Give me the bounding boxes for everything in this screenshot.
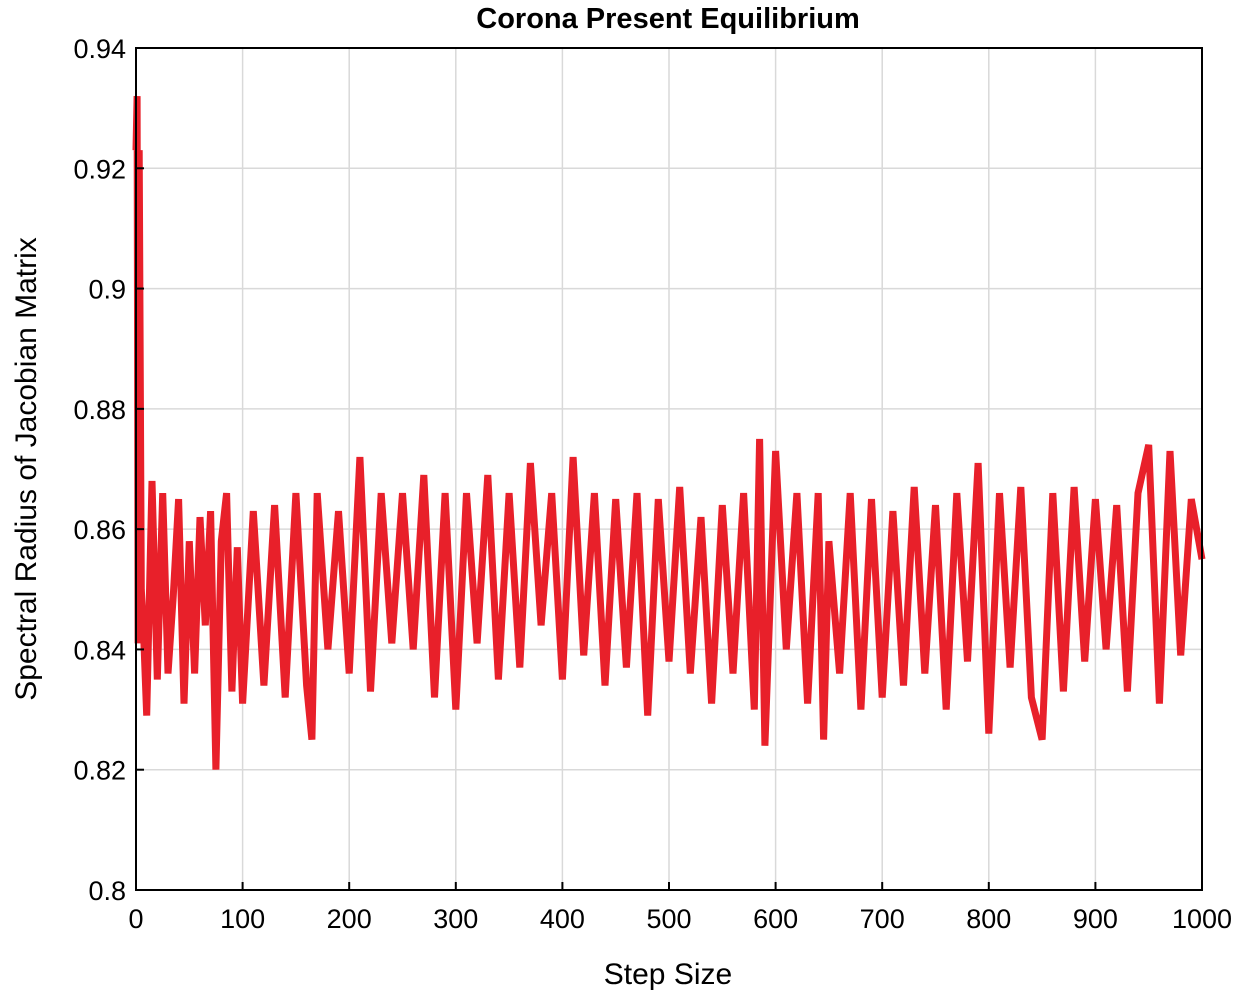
x-axis-ticks: 0 100 200 300 400 500 600 700 800 900 1000 (128, 882, 1232, 934)
x-tick-label: 100 (220, 904, 265, 934)
x-axis-label: Step Size (604, 958, 732, 991)
y-axis-ticks: 0.8 0.82 0.84 0.86 0.88 0.9 0.92 0.94 (73, 34, 144, 906)
y-tick-label: 0.92 (73, 154, 126, 184)
y-tick-label: 0.8 (88, 876, 126, 906)
x-tick-label: 0 (128, 904, 143, 934)
y-tick-label: 0.84 (73, 635, 126, 665)
grid-lines (135, 47, 1203, 891)
series-line (132, 96, 1206, 770)
x-tick-label: 1000 (1172, 904, 1232, 934)
y-tick-label: 0.82 (73, 756, 126, 786)
x-tick-label: 600 (753, 904, 798, 934)
x-tick-label: 700 (860, 904, 905, 934)
x-tick-label: 900 (1073, 904, 1118, 934)
y-axis-label: Spectral Radius of Jacobian Matrix (10, 237, 43, 701)
x-tick-label: 300 (433, 904, 478, 934)
x-tick-label: 400 (540, 904, 585, 934)
y-tick-label: 0.88 (73, 395, 126, 425)
x-tick-label: 800 (966, 904, 1011, 934)
y-tick-label: 0.86 (73, 515, 126, 545)
x-tick-label: 200 (327, 904, 372, 934)
x-tick-label: 500 (646, 904, 691, 934)
series-layer (132, 96, 1206, 770)
y-tick-label: 0.94 (73, 34, 126, 64)
y-tick-label: 0.9 (88, 275, 126, 305)
chart-title: Corona Present Equilibrium (476, 3, 860, 35)
